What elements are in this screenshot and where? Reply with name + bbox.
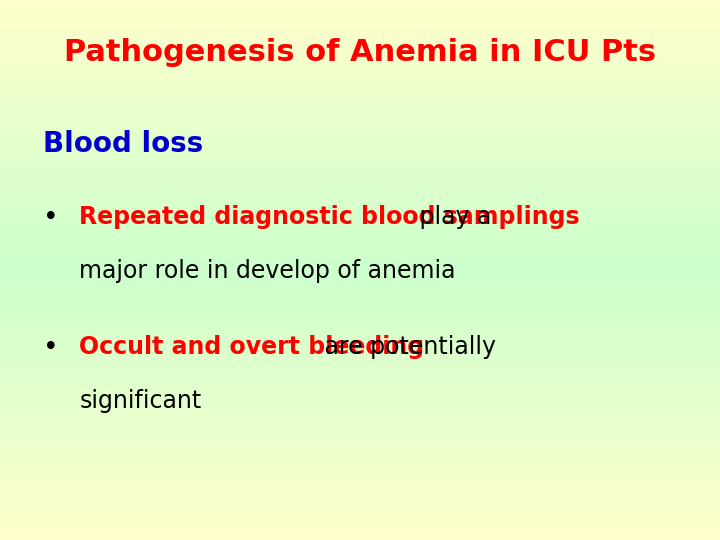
Text: Blood loss: Blood loss [43,130,204,158]
Text: •: • [43,335,59,361]
Text: Repeated diagnostic blood samplings: Repeated diagnostic blood samplings [79,205,580,229]
Text: play a: play a [412,205,491,229]
Text: Occult and overt bleeding: Occult and overt bleeding [79,335,424,359]
Text: Pathogenesis of Anemia in ICU Pts: Pathogenesis of Anemia in ICU Pts [64,38,656,67]
Text: •: • [43,205,59,231]
Text: are potentially: are potentially [317,335,495,359]
Text: significant: significant [79,389,202,413]
Text: major role in develop of anemia: major role in develop of anemia [79,259,456,283]
